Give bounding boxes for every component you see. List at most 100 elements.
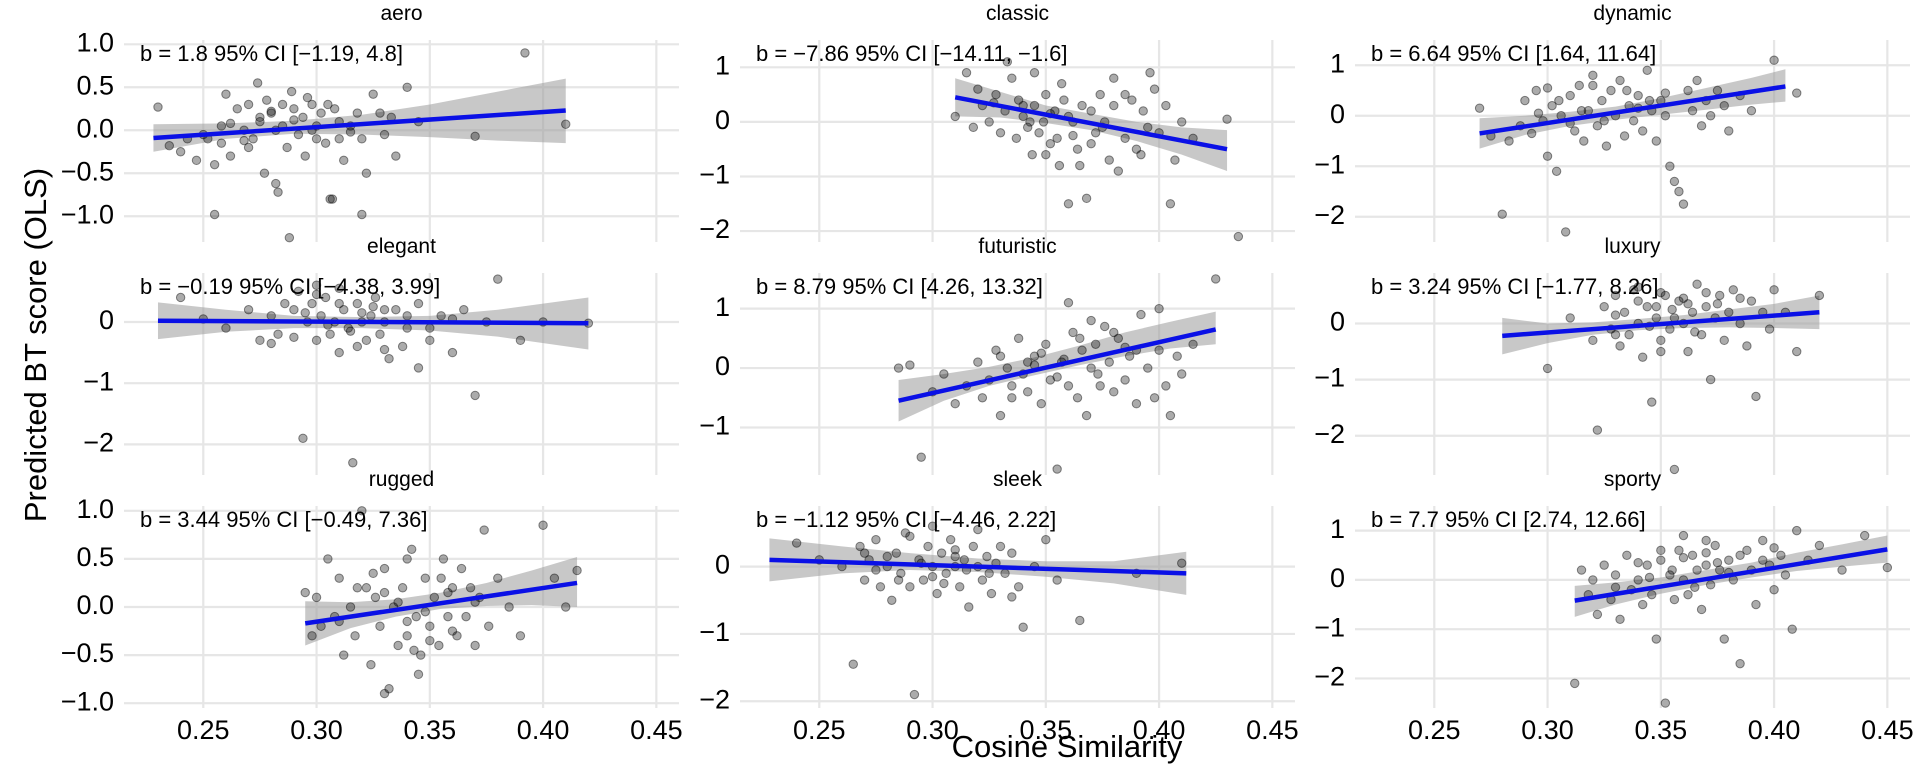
data-point [1113,166,1124,176]
data-point [1647,589,1657,600]
data-point [1610,330,1621,340]
data-point [1696,330,1707,340]
data-point [397,341,408,352]
data-point [1610,310,1621,320]
data-point [1579,136,1589,146]
data-point [1007,548,1017,558]
data-point [1642,301,1652,312]
data-point [425,621,435,631]
data-point [1637,352,1648,362]
y-tick-label: −2 [1314,662,1345,692]
data-point [1678,199,1689,209]
data-point [273,187,283,197]
data-point [905,582,915,592]
data-point [1660,290,1671,301]
data-point [1136,149,1146,160]
data-point [1622,85,1632,96]
data-point [1588,70,1598,81]
y-tick-label: −1 [699,160,730,190]
data-point [1669,176,1680,187]
data-point [1656,287,1666,298]
data-point [1751,599,1761,610]
data-point [1081,193,1092,204]
data-point [1059,95,1069,105]
data-point [286,86,297,97]
data-point [1143,122,1153,133]
data-point [1036,348,1046,358]
facet-dynamic: 1 0 −1 −2 dynamic b = 6.64 95% CI [1.64, 11.6… [1314,2,1910,242]
data-point [1678,553,1689,563]
data-point [1025,117,1035,127]
x-tick-label: 0.35 [1020,715,1073,745]
data-point [484,621,494,631]
y-tick-label: −1 [1314,363,1345,393]
facet-sleek: 0 −1 −2 0.25 0.30 0.35 0.40 0.45 sleek b = −1.12 … [699,468,1298,745]
data-point [334,347,344,358]
data-point [1665,324,1675,334]
facet-title: rugged [369,468,434,491]
data-point [1633,296,1643,306]
data-point [1724,555,1734,565]
data-point [232,104,242,114]
data-point [1882,562,1893,573]
data-point [255,112,265,123]
data-point [1542,83,1553,93]
coefficient-annotation: b = 1.8 95% CI [−1.19, 4.8] [140,41,403,66]
data-point [1077,100,1087,111]
data-point [1787,624,1797,634]
data-point [1696,604,1707,615]
x-axis-title: Cosine Similarity [952,729,1183,764]
data-point [411,611,421,622]
data-point [216,121,227,131]
data-point [311,280,322,290]
data-point [1143,363,1153,373]
data-point [936,548,947,558]
x-tick-label: 0.45 [630,715,683,745]
data-point [1642,65,1652,76]
data-point [1007,381,1017,391]
y-tick-label: 1 [715,50,730,80]
data-point [175,292,186,303]
data-point [352,298,363,309]
data-point [465,583,476,593]
data-point [973,357,983,367]
data-point [252,78,263,88]
data-point [945,534,956,545]
data-point [1041,149,1051,160]
data-point [209,159,220,170]
data-point [1780,570,1791,580]
data-point [995,541,1006,552]
data-point [887,595,897,605]
data-point [1090,339,1101,349]
data-point [153,102,163,112]
data-point [1022,387,1033,397]
data-point [1746,106,1757,116]
data-point [1063,298,1074,308]
data-point [909,689,920,700]
data-point [1077,345,1087,355]
data-point [941,568,951,579]
y-tick-label: 0 [1330,563,1345,593]
data-point [1109,327,1119,338]
data-point [1735,550,1745,560]
data-point [1651,313,1661,323]
data-point [1592,609,1603,620]
data-point [871,534,881,545]
data-point [1041,339,1051,349]
data-point [1656,335,1666,346]
data-point [1075,160,1085,171]
data-point [379,305,390,315]
data-point [1081,410,1092,421]
data-point [239,135,249,146]
data-point [243,305,254,315]
data-point [248,134,258,144]
data-point [1041,89,1051,100]
data-point [1136,309,1146,320]
data-point [311,335,322,346]
data-point [561,119,571,129]
data-point [1504,136,1514,146]
data-point [1728,285,1739,295]
data-point [470,640,480,651]
data-point [1007,393,1017,403]
data-point [1068,130,1078,141]
